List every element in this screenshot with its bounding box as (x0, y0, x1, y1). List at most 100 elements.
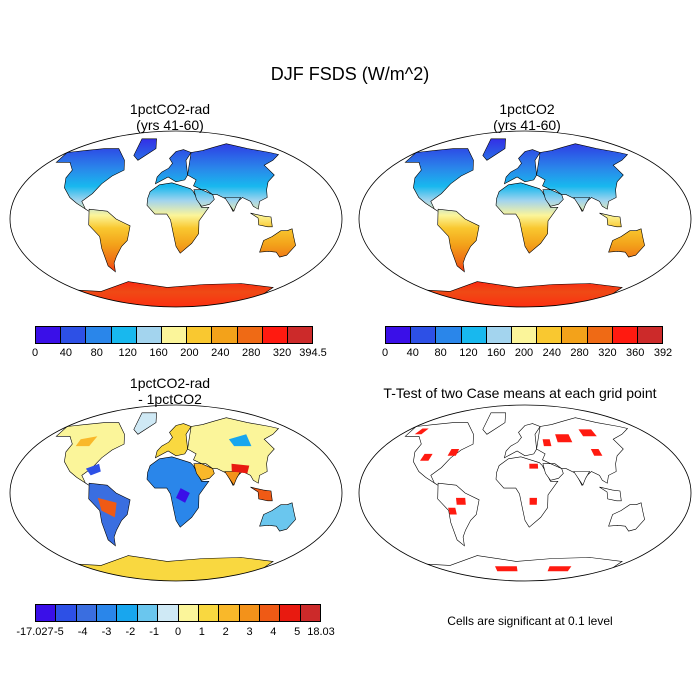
significant-cells (555, 434, 573, 443)
colorbar-tick-label: 40 (59, 347, 72, 359)
panel-2-title: 1pctCO2 (yrs 41-60) (493, 101, 561, 133)
land-africa (146, 456, 210, 528)
land-europe (154, 149, 192, 185)
colorbar-tick-label: 120 (459, 347, 478, 359)
land-greenland (133, 412, 157, 435)
land-africa (495, 182, 559, 254)
colorbar-tick-label: 2 (222, 626, 229, 638)
colorbar-tick-label: 320 (598, 347, 617, 359)
colorbar-tick-label: -1 (149, 626, 160, 638)
colorbar-tick-label: 392 (653, 347, 673, 359)
colorbar-swatch (158, 605, 179, 621)
colorbar-swatch (86, 327, 112, 343)
colorbar-tick-label: 0 (174, 626, 182, 638)
significant-cells (414, 428, 429, 435)
colorbar-tick-label: -3 (101, 626, 112, 638)
land-southamerica (88, 208, 131, 273)
panel-3-title: 1pctCO2-rad - 1pctCO2 (129, 375, 211, 407)
map-border (358, 404, 692, 582)
land-asia (187, 417, 280, 487)
colorbar-tick-label: 120 (118, 347, 137, 359)
colorbar-tick-label: 394.5 (299, 347, 327, 359)
diff-region (231, 463, 250, 474)
colorbar-swatch (287, 327, 313, 343)
colorbar-swatch (97, 605, 118, 621)
land-northamerica (404, 422, 474, 486)
significant-cells (448, 507, 457, 515)
colorbar-tick-label: 200 (180, 347, 199, 359)
significant-cells (420, 453, 433, 461)
land-arabia (193, 189, 215, 207)
colorbar-panel-3-labels: -17.027 -5 -4 -3 -2 -1 0 1 2 3 4 5 18.03 (16, 626, 334, 640)
panel-4-title: T-Test of two Case means at each grid po… (383, 385, 657, 401)
land-africa (495, 456, 559, 528)
colorbar-panel-1-labels: 0 40 80 120 160 200 240 280 320 394.5 (32, 347, 327, 361)
diff-region (75, 436, 98, 447)
significant-cells (529, 497, 537, 505)
land-india (224, 197, 242, 212)
land-antarctica (413, 281, 623, 307)
land-asia (187, 143, 280, 213)
colorbar-swatch (612, 327, 638, 343)
colorbar-swatch (111, 327, 137, 343)
colorbar-swatch (511, 327, 538, 343)
colorbar-tick-label: -4 (77, 626, 88, 638)
land-arabia (542, 189, 564, 207)
land-northamerica (404, 148, 474, 212)
land-greenland (133, 138, 157, 161)
land-antarctica (64, 281, 274, 307)
colorbar-swatch (198, 605, 220, 621)
colorbar-panel-1 (35, 326, 313, 344)
map-panel-1pctco2 (358, 130, 692, 308)
colorbar-swatch (237, 327, 263, 343)
colorbar-swatch (562, 327, 588, 343)
land-seasia (599, 212, 622, 228)
colorbar-tick-label: 80 (434, 347, 447, 359)
land-australia (608, 502, 645, 532)
land-northamerica (55, 422, 125, 486)
significant-cells (529, 463, 539, 469)
land-southamerica (437, 208, 480, 273)
land-europe (154, 423, 192, 459)
land-australia (608, 228, 645, 258)
significant-cells (495, 566, 518, 572)
land-australia (259, 502, 296, 532)
colorbar-swatch (178, 605, 199, 621)
land-arabia (193, 463, 215, 481)
colorbar-tick-label: 240 (211, 347, 230, 359)
colorbar-swatch (117, 605, 138, 621)
colorbar-swatch (56, 605, 77, 621)
colorbar-swatch (136, 327, 162, 343)
land-india (573, 471, 591, 486)
land-india (224, 471, 242, 486)
map-border (9, 130, 343, 308)
land-europe (503, 423, 541, 459)
colorbar-panel-2 (385, 326, 663, 344)
colorbar-swatch (280, 605, 301, 621)
colorbar-panel-2-labels: 0 40 80 120 160 200 240 280 320 360 392 (382, 347, 672, 361)
land-antarctica (413, 555, 623, 581)
significant-cells (456, 497, 466, 505)
colorbar-swatch (386, 327, 412, 343)
colorbar-tick-label: 4 (270, 626, 277, 638)
colorbar-tick-label: 280 (570, 347, 589, 359)
map-panel-difference (9, 404, 343, 582)
significant-cells (547, 566, 572, 572)
colorbar-tick-label: 200 (514, 347, 534, 359)
colorbar-swatch (76, 605, 98, 621)
ttest-note: Cells are significant at 0.1 level (447, 614, 613, 628)
land-seasia (250, 212, 273, 228)
colorbar-tick-label: -5 (53, 626, 64, 638)
colorbar-swatch (259, 605, 281, 621)
colorbar-tick-label: 280 (242, 347, 261, 359)
land-greenland (482, 412, 506, 435)
colorbar-tick-label: 320 (272, 347, 292, 359)
colorbar-swatch (300, 605, 321, 621)
significant-cells (542, 439, 552, 447)
land-seasia (599, 486, 622, 502)
colorbar-swatch (212, 327, 238, 343)
colorbar-swatch (587, 327, 613, 343)
colorbar-tick-label: 360 (626, 347, 645, 359)
significant-cells (578, 429, 597, 437)
colorbar-tick-label: 3 (246, 626, 253, 638)
